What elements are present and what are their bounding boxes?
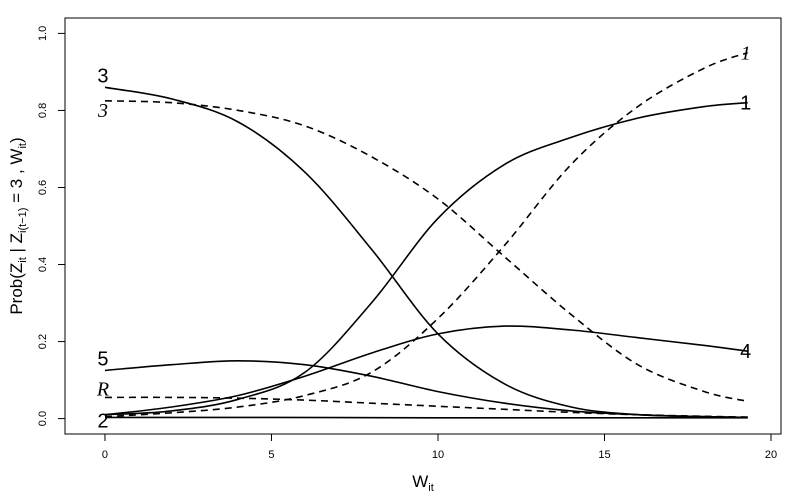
series-label-dashed-1: 1 [741,43,751,65]
x-tick-label: 5 [268,449,274,461]
series-label-solid-3: 3 [97,65,108,87]
x-axis: 0 5 10 15 20 [102,434,777,461]
x-axis-title: Wit [412,472,434,494]
x-tick-label: 20 [765,449,777,461]
series-solid-3-line [104,86,748,419]
y-tick-label: 0.4 [37,257,49,272]
series-label-solid-4: 4 [740,341,751,363]
y-tick-label: 0.6 [37,180,49,195]
y-tick-label: 0.2 [37,334,49,349]
series-label-solid-5: 5 [97,348,108,370]
series-dashed-3-line [104,100,748,403]
x-tick-label: 15 [598,449,610,461]
series-label-dashed-r: R [96,378,109,400]
series-label-solid-1: 1 [740,93,751,115]
y-tick-label: 1.0 [37,26,49,41]
series-label-dashed-3: 3 [97,100,108,122]
x-tick-label: 10 [432,449,444,461]
series-dashed-r-line [104,396,748,418]
series-labels: 3 1 4 5 2 3 1 R [96,43,751,433]
y-axis: 0.0 0.2 0.4 0.6 0.8 1.0 [37,26,65,426]
plot-frame [64,17,782,435]
series-solid-5-line [104,359,748,419]
series-layer [104,51,748,419]
x-tick-label: 0 [102,449,108,461]
y-tick-label: 0.0 [37,411,49,426]
series-label-solid-2: 2 [97,410,108,432]
y-tick-label: 0.8 [37,103,49,118]
series-solid-1-line [104,101,748,416]
series-solid-4-line [104,325,748,416]
y-axis-title: Prob(Zit | Zi(t−1) = 3 , Wit) [7,137,29,314]
